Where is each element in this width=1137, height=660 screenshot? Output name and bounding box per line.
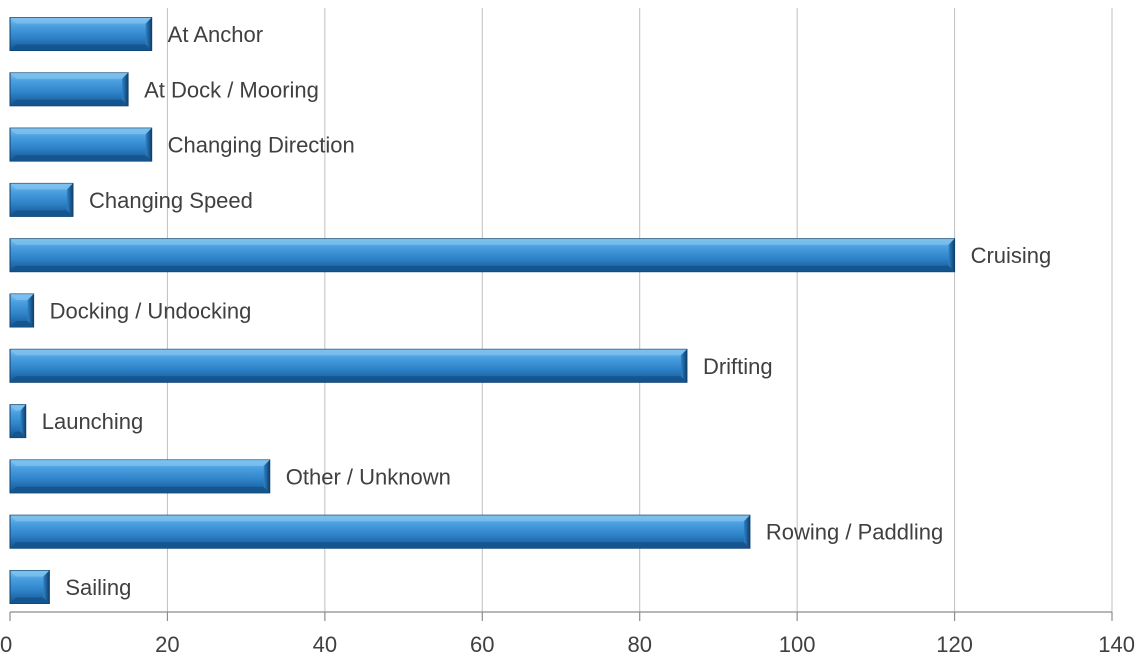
x-tick-label-40: 40 (313, 632, 337, 657)
bar-docking-undocking (9, 293, 35, 328)
bar-at-dock-mooring (9, 72, 129, 107)
grid-lines (166, 8, 1113, 612)
x-tick-label-120: 120 (936, 632, 973, 657)
bar-changing-speed (9, 182, 74, 217)
x-tick-label-0: 0 (0, 632, 12, 657)
bar-bevel-bottom (10, 210, 73, 217)
bar-bevel-top (10, 294, 34, 300)
data-label-cruising: Cruising (971, 243, 1052, 268)
bar-bevel-bottom (10, 44, 152, 51)
data-label-at-dock-mooring: At Dock / Mooring (144, 77, 319, 102)
bar-bevel-end (263, 459, 270, 493)
bar-bevel-bottom (10, 486, 270, 493)
bar-bevel-end (122, 72, 129, 106)
x-tick-label-100: 100 (779, 632, 816, 657)
bar-bevel-bottom (10, 265, 955, 272)
bar-bevel-end (743, 515, 750, 549)
bar-bevel-top (10, 128, 152, 135)
bar-bevel-top (10, 72, 129, 79)
bar-bevel-end (145, 17, 152, 51)
bar-sailing (9, 570, 50, 604)
bar-bevel-top (10, 238, 955, 245)
bar-bevel-top (10, 515, 750, 522)
bar-bevel-end (145, 128, 152, 162)
bar-bevel-top (10, 570, 50, 577)
data-label-at-anchor: At Anchor (168, 22, 263, 47)
bar-bevel-end (20, 404, 26, 438)
bars (9, 17, 956, 604)
bar-bevel-end (66, 183, 73, 217)
bar-bevel-end (43, 570, 50, 604)
bar-bevel-top (10, 183, 73, 190)
bar-bevel-top (10, 349, 687, 356)
data-label-docking-undocking: Docking / Undocking (50, 299, 252, 324)
x-tick-label-80: 80 (627, 632, 651, 657)
data-label-other-unknown: Other / Unknown (286, 464, 451, 489)
bar-bevel-end (948, 238, 955, 272)
x-tick-label-60: 60 (470, 632, 494, 657)
bar-bevel-bottom (10, 597, 50, 604)
bar-changing-direction (9, 127, 153, 162)
data-labels: At Anchor At Dock / Mooring Changing Direc… (42, 22, 1052, 600)
bar-cruising (9, 238, 956, 273)
bar-bevel-bottom (10, 542, 750, 549)
bar-launching (9, 404, 27, 439)
bar-bevel-bottom (10, 321, 34, 327)
bar-drifting (9, 348, 688, 383)
bar-bevel-end (680, 349, 687, 383)
bar-rowing-paddling (9, 514, 751, 549)
x-axis: 0 20 40 60 80 100 120 140 (0, 611, 1135, 657)
data-label-drifting: Drifting (703, 354, 773, 379)
bar-bevel-top (10, 17, 152, 24)
x-tick-label-140: 140 (1098, 632, 1135, 657)
data-label-launching: Launching (42, 409, 144, 434)
bar-bevel-bottom (10, 99, 129, 106)
data-label-changing-direction: Changing Direction (168, 133, 355, 158)
bar-bevel-top (10, 459, 270, 466)
bar-bevel-bottom (10, 155, 152, 162)
data-label-sailing: Sailing (65, 575, 131, 600)
x-tick-label-20: 20 (155, 632, 179, 657)
bar-other-unknown (9, 459, 271, 494)
data-label-changing-speed: Changing Speed (89, 188, 253, 213)
bar-bevel-end (27, 294, 34, 327)
bar-at-anchor (9, 17, 153, 51)
bar-bevel-bottom (10, 376, 687, 383)
data-label-rowing-paddling: Rowing / Paddling (766, 520, 943, 545)
